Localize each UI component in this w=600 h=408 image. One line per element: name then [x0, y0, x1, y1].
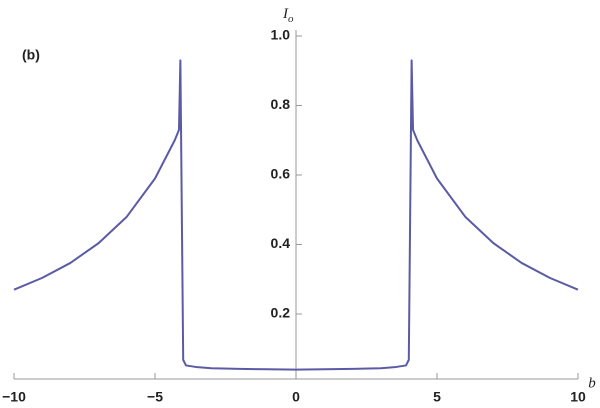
x-tick-label: −10 [2, 389, 26, 405]
y-tick-label: 1.0 [271, 27, 291, 43]
x-tick-label: 10 [570, 389, 586, 405]
line [13, 59, 579, 371]
x-axis-label: b [588, 375, 596, 391]
y-label-base: I [282, 6, 289, 22]
y-tick-label: 0.8 [271, 96, 291, 112]
y-label-sub: o [288, 13, 294, 25]
y-tick-label: 0.6 [271, 166, 291, 182]
annotation: (b) [22, 47, 40, 63]
x-tick-label: 0 [292, 389, 300, 405]
y-tick-label: 0.4 [271, 235, 291, 251]
x-tick-label: 5 [433, 389, 441, 405]
y-tick-label: 0.2 [271, 305, 291, 321]
x-tick-label: −5 [147, 389, 163, 405]
y-axis-label: Io [282, 6, 294, 24]
